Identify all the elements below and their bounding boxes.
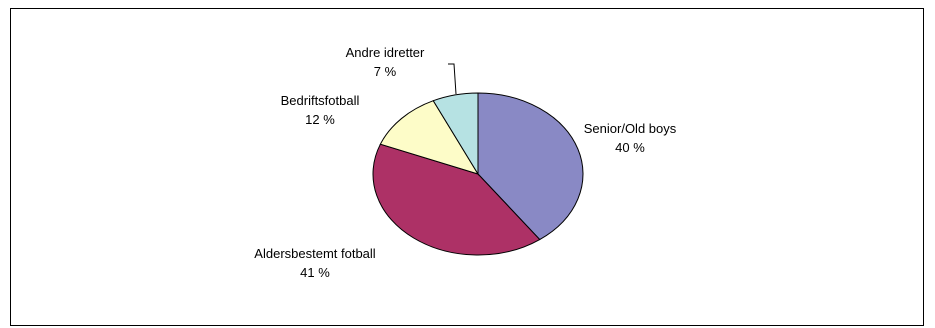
slice-label-aldersbestemt-fotball: Aldersbestemt fotball bbox=[254, 246, 376, 261]
slice-percent-senior-old-boys: 40 % bbox=[615, 140, 645, 155]
slice-label-bedriftsfotball: Bedriftsfotball bbox=[281, 93, 360, 108]
slice-andre-idretter bbox=[432, 92, 479, 176]
slice-percent-andre-idretter: 7 % bbox=[374, 64, 397, 79]
slice-bedriftsfotball bbox=[379, 100, 480, 175]
leader-line-andre-idretter bbox=[448, 63, 457, 95]
leader-lines bbox=[448, 63, 457, 95]
slice-label-senior-old-boys: Senior/Old boys bbox=[584, 121, 677, 136]
slice-label-andre-idretter: Andre idretter bbox=[346, 45, 425, 60]
slice-senior-old-boys bbox=[477, 92, 584, 241]
slice-percent-bedriftsfotball: 12 % bbox=[305, 112, 335, 127]
pie-slices bbox=[372, 92, 584, 256]
slice-aldersbestemt-fotball bbox=[372, 143, 541, 256]
slice-percent-aldersbestemt-fotball: 41 % bbox=[300, 265, 330, 280]
